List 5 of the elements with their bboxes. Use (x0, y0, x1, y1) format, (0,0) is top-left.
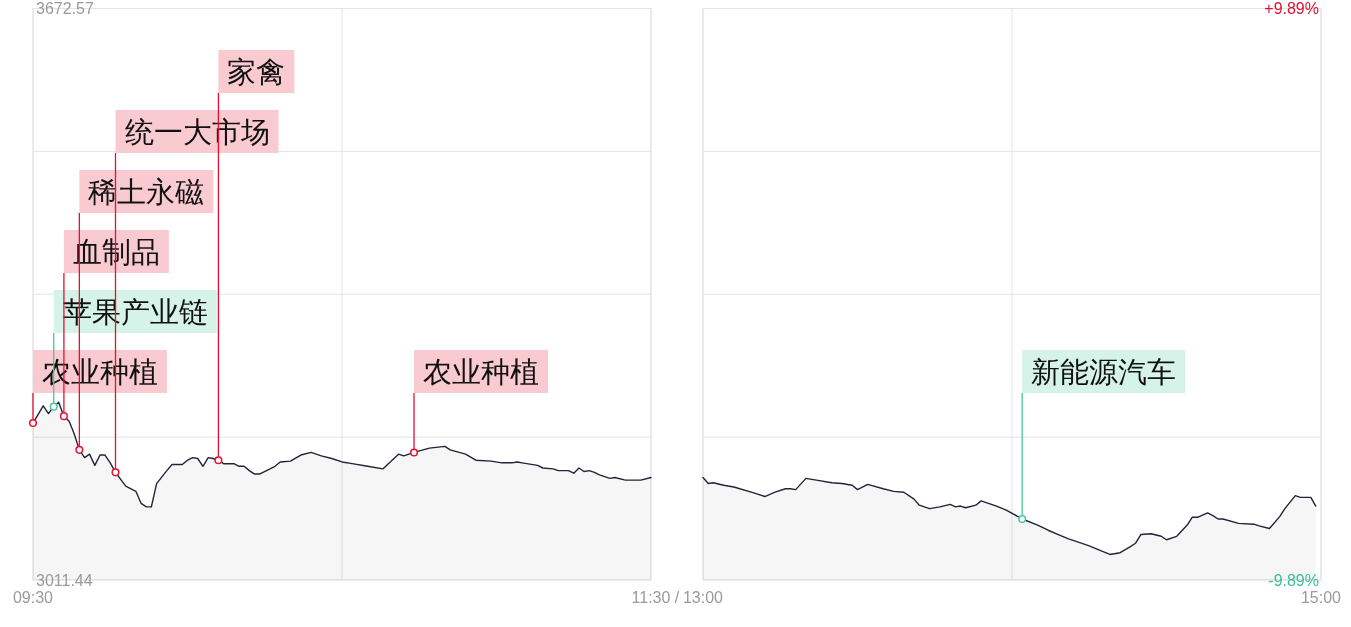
annotation: 新能源汽车 (1031, 356, 1177, 388)
annotation: 农业种植 (413, 350, 548, 450)
annotation: 家禽 (227, 56, 286, 88)
annotation: 农业种植 (423, 356, 539, 388)
annotation: 新能源汽车 (1021, 350, 1186, 517)
